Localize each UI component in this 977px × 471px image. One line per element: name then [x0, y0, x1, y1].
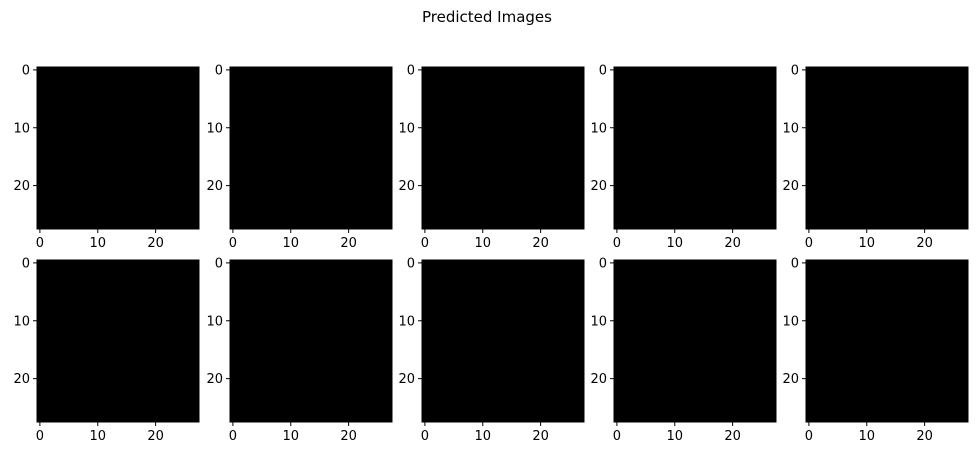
y-tick-label: 0 [599, 63, 607, 78]
image-background [806, 67, 968, 229]
y-tick-label: 10 [590, 314, 607, 329]
y-tick-label: 20 [398, 179, 415, 194]
image-panel-9: 0 0 10 10 20 20 [782, 256, 969, 444]
y-tick-label: 20 [13, 372, 30, 387]
y-tick-label: 20 [206, 179, 223, 194]
y-tick-label: 10 [206, 314, 223, 329]
y-tick-label: 10 [206, 121, 223, 136]
image-background [614, 260, 776, 422]
y-tick-label: 10 [398, 121, 415, 136]
image-background [37, 260, 199, 422]
y-tick-label: 10 [398, 314, 415, 329]
y-tick-label: 10 [13, 314, 30, 329]
y-tick-label: 0 [791, 256, 799, 271]
axes-frame [36, 66, 200, 230]
image-background [230, 260, 392, 422]
image-panel-3: 0 0 10 10 20 20 [590, 63, 777, 251]
y-tick-label: 10 [590, 121, 607, 136]
axes-frame [613, 66, 777, 230]
axes-frame [421, 66, 585, 230]
axes-frame [805, 66, 969, 230]
image-panel-7: 0 0 10 10 20 20 [398, 256, 585, 444]
y-tick-label: 0 [22, 256, 30, 271]
y-tick-label: 0 [22, 63, 30, 78]
x-tick-label: 0 [805, 236, 813, 251]
image-panel-4: 0 0 10 10 20 20 [782, 63, 969, 251]
y-tick-label: 0 [407, 256, 415, 271]
x-tick-label: 10 [282, 236, 299, 251]
x-tick-label: 10 [858, 236, 875, 251]
x-tick-label: 20 [916, 429, 933, 444]
image-background [806, 260, 968, 422]
x-tick-label: 0 [613, 236, 621, 251]
x-tick-label: 0 [613, 429, 621, 444]
image-panel-5: 0 0 10 10 20 20 [13, 256, 200, 444]
x-tick-label: 10 [89, 236, 106, 251]
x-tick-label: 10 [858, 429, 875, 444]
y-tick-label: 20 [398, 372, 415, 387]
x-tick-label: 10 [89, 429, 106, 444]
y-tick-label: 20 [590, 372, 607, 387]
x-tick-label: 0 [229, 236, 237, 251]
image-background [37, 67, 199, 229]
y-tick-label: 0 [791, 63, 799, 78]
image-background [422, 67, 584, 229]
x-tick-label: 20 [916, 236, 933, 251]
x-tick-label: 0 [805, 429, 813, 444]
image-panel-8: 0 0 10 10 20 20 [590, 256, 777, 444]
x-tick-label: 20 [532, 429, 549, 444]
x-tick-label: 0 [36, 236, 44, 251]
y-tick-label: 10 [782, 121, 799, 136]
x-tick-label: 20 [724, 429, 741, 444]
x-tick-label: 10 [474, 429, 491, 444]
axes-frame [36, 259, 200, 423]
x-tick-label: 10 [282, 429, 299, 444]
y-tick-label: 0 [407, 63, 415, 78]
axes-frame [421, 259, 585, 423]
figure-title: Predicted Images [422, 8, 552, 26]
y-tick-label: 10 [782, 314, 799, 329]
image-background [614, 67, 776, 229]
x-tick-label: 20 [340, 429, 357, 444]
x-tick-label: 20 [532, 236, 549, 251]
image-background [230, 67, 392, 229]
x-tick-label: 0 [36, 429, 44, 444]
y-tick-label: 20 [782, 372, 799, 387]
y-tick-label: 0 [599, 256, 607, 271]
x-tick-label: 0 [421, 429, 429, 444]
y-tick-label: 20 [782, 179, 799, 194]
image-grid: 0010102020001010202000101020200010102020… [13, 63, 969, 444]
axes-frame [613, 259, 777, 423]
x-tick-label: 10 [666, 429, 683, 444]
x-tick-label: 0 [229, 429, 237, 444]
y-tick-label: 20 [206, 372, 223, 387]
x-tick-label: 20 [147, 429, 164, 444]
image-panel-1: 0 0 10 10 20 20 [206, 63, 393, 251]
y-tick-label: 0 [215, 256, 223, 271]
y-tick-label: 20 [13, 179, 30, 194]
image-panel-0: 0 0 10 10 20 20 [13, 63, 200, 251]
y-tick-label: 20 [590, 179, 607, 194]
axes-frame [229, 66, 393, 230]
x-tick-label: 20 [340, 236, 357, 251]
x-tick-label: 20 [724, 236, 741, 251]
x-tick-label: 10 [474, 236, 491, 251]
y-tick-label: 10 [13, 121, 30, 136]
image-panel-6: 0 0 10 10 20 20 [206, 256, 393, 444]
axes-frame [805, 259, 969, 423]
x-tick-label: 20 [147, 236, 164, 251]
image-panel-2: 0 0 10 10 20 20 [398, 63, 585, 251]
axes-frame [229, 259, 393, 423]
image-background [422, 260, 584, 422]
x-tick-label: 10 [666, 236, 683, 251]
y-tick-label: 0 [215, 63, 223, 78]
x-tick-label: 0 [421, 236, 429, 251]
